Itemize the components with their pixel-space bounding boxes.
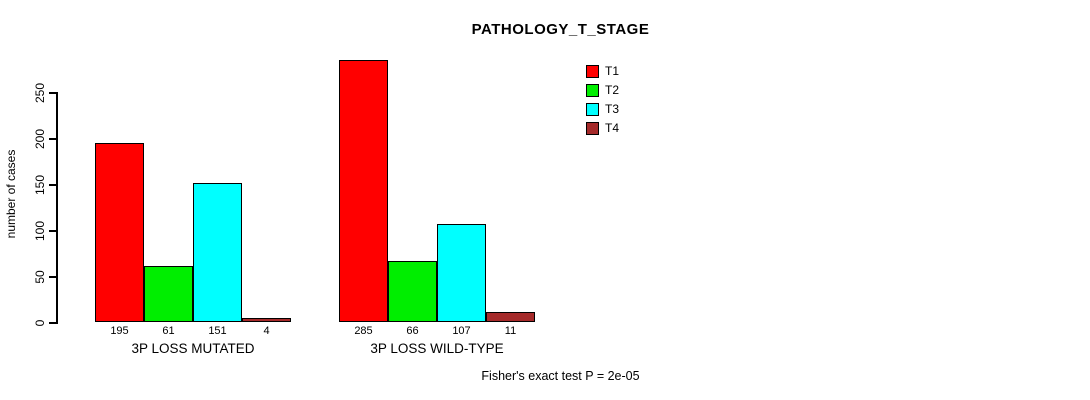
bar-value-label: 285 [354, 325, 373, 337]
y-tick-label: 150 [33, 174, 47, 196]
bar-value-label: 195 [110, 325, 129, 337]
y-tick-mark [49, 276, 56, 278]
bar-value-label: 4 [263, 325, 270, 337]
y-tick-mark [49, 138, 56, 140]
y-tick-mark [49, 322, 56, 324]
bar-t4 [242, 318, 291, 322]
legend-item-t3: T3 [586, 100, 619, 119]
y-tick-mark [49, 184, 56, 186]
bar-t4 [486, 312, 535, 322]
legend-swatch-t1 [586, 65, 599, 78]
chart-title: PATHOLOGY_T_STAGE [471, 21, 650, 38]
legend-label: T1 [605, 64, 620, 78]
y-tick-mark [49, 92, 56, 94]
y-tick-label: 250 [33, 82, 47, 104]
bar-value-label: 66 [406, 325, 419, 337]
bar-value-label: 151 [208, 325, 227, 337]
bar-t2 [388, 261, 437, 322]
bar-t1 [339, 60, 388, 322]
bar-value-label: 11 [504, 325, 517, 337]
fisher-test-note: Fisher's exact test P = 2e-05 [481, 369, 640, 383]
y-tick-mark [49, 230, 56, 232]
bar-t1 [95, 143, 144, 322]
bar-value-label: 107 [452, 325, 471, 337]
y-tick-label: 200 [33, 128, 47, 150]
legend: T1 T2 T3 T4 [586, 62, 619, 138]
legend-item-t2: T2 [586, 81, 619, 100]
legend-item-t4: T4 [586, 119, 619, 138]
x-group-label-mutated: 3P LOSS MUTATED [131, 341, 255, 356]
bar-t2 [144, 266, 193, 322]
y-tick-label: 50 [33, 270, 47, 284]
y-axis-label: number of cases [4, 149, 18, 239]
legend-swatch-t2 [586, 84, 599, 97]
legend-label: T4 [605, 121, 620, 135]
legend-swatch-t4 [586, 122, 599, 135]
y-tick-label: 0 [33, 319, 47, 327]
legend-item-t1: T1 [586, 62, 619, 81]
bar-t3 [437, 224, 486, 322]
legend-label: T2 [605, 83, 620, 97]
y-axis-line [56, 92, 58, 324]
bar-t3 [193, 183, 242, 322]
legend-swatch-t3 [586, 103, 599, 116]
legend-label: T3 [605, 102, 620, 116]
y-tick-label: 100 [33, 220, 47, 242]
x-group-label-wild-type: 3P LOSS WILD-TYPE [370, 341, 504, 356]
bar-value-label: 61 [162, 325, 175, 337]
